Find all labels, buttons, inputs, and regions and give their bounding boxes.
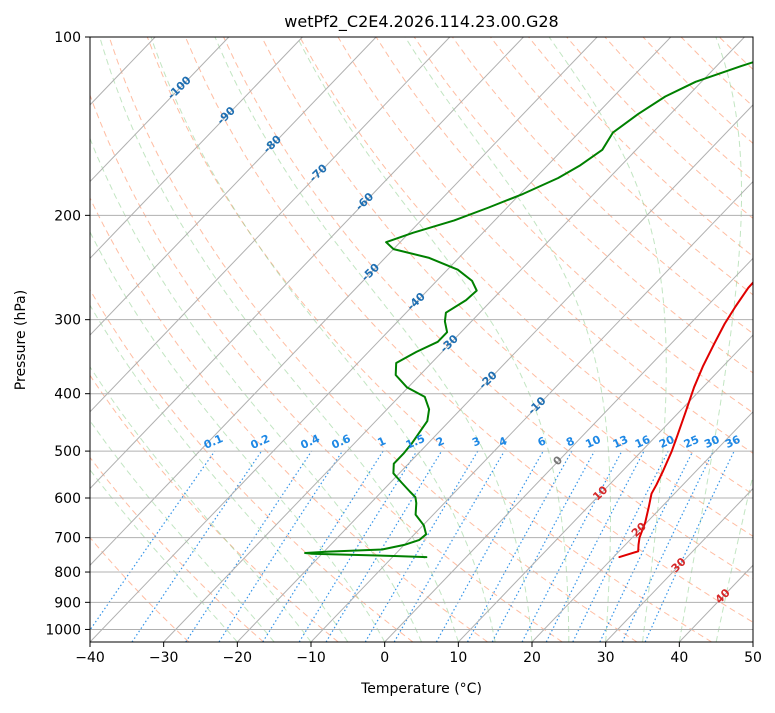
y-tick-label: 600 [54,491,81,507]
y-tick-label: 400 [54,387,81,403]
x-tick-label: −10 [296,650,326,666]
y-tick-label: 800 [54,565,81,581]
x-tick-label: −30 [149,650,179,666]
y-tick-label: 900 [54,595,81,611]
y-tick-label: 200 [54,208,81,224]
x-tick-label: −40 [75,650,105,666]
y-tick-label: 1000 [45,622,81,638]
x-axis-label: Temperature (°C) [360,681,482,697]
x-tick-label: −20 [223,650,253,666]
x-tick-label: 20 [523,650,541,666]
x-tick-label: 10 [449,650,467,666]
chart-title: wetPf2_C2E4.2026.114.23.00.G28 [284,12,558,32]
y-tick-label: 700 [54,531,81,547]
x-tick-label: 50 [744,650,762,666]
x-tick-label: 40 [670,650,688,666]
y-tick-label: 500 [54,444,81,460]
y-tick-label: 300 [54,313,81,329]
x-tick-label: 0 [380,650,389,666]
y-tick-label: 100 [54,30,81,46]
x-tick-label: 30 [597,650,615,666]
y-axis-label: Pressure (hPa) [13,290,29,390]
